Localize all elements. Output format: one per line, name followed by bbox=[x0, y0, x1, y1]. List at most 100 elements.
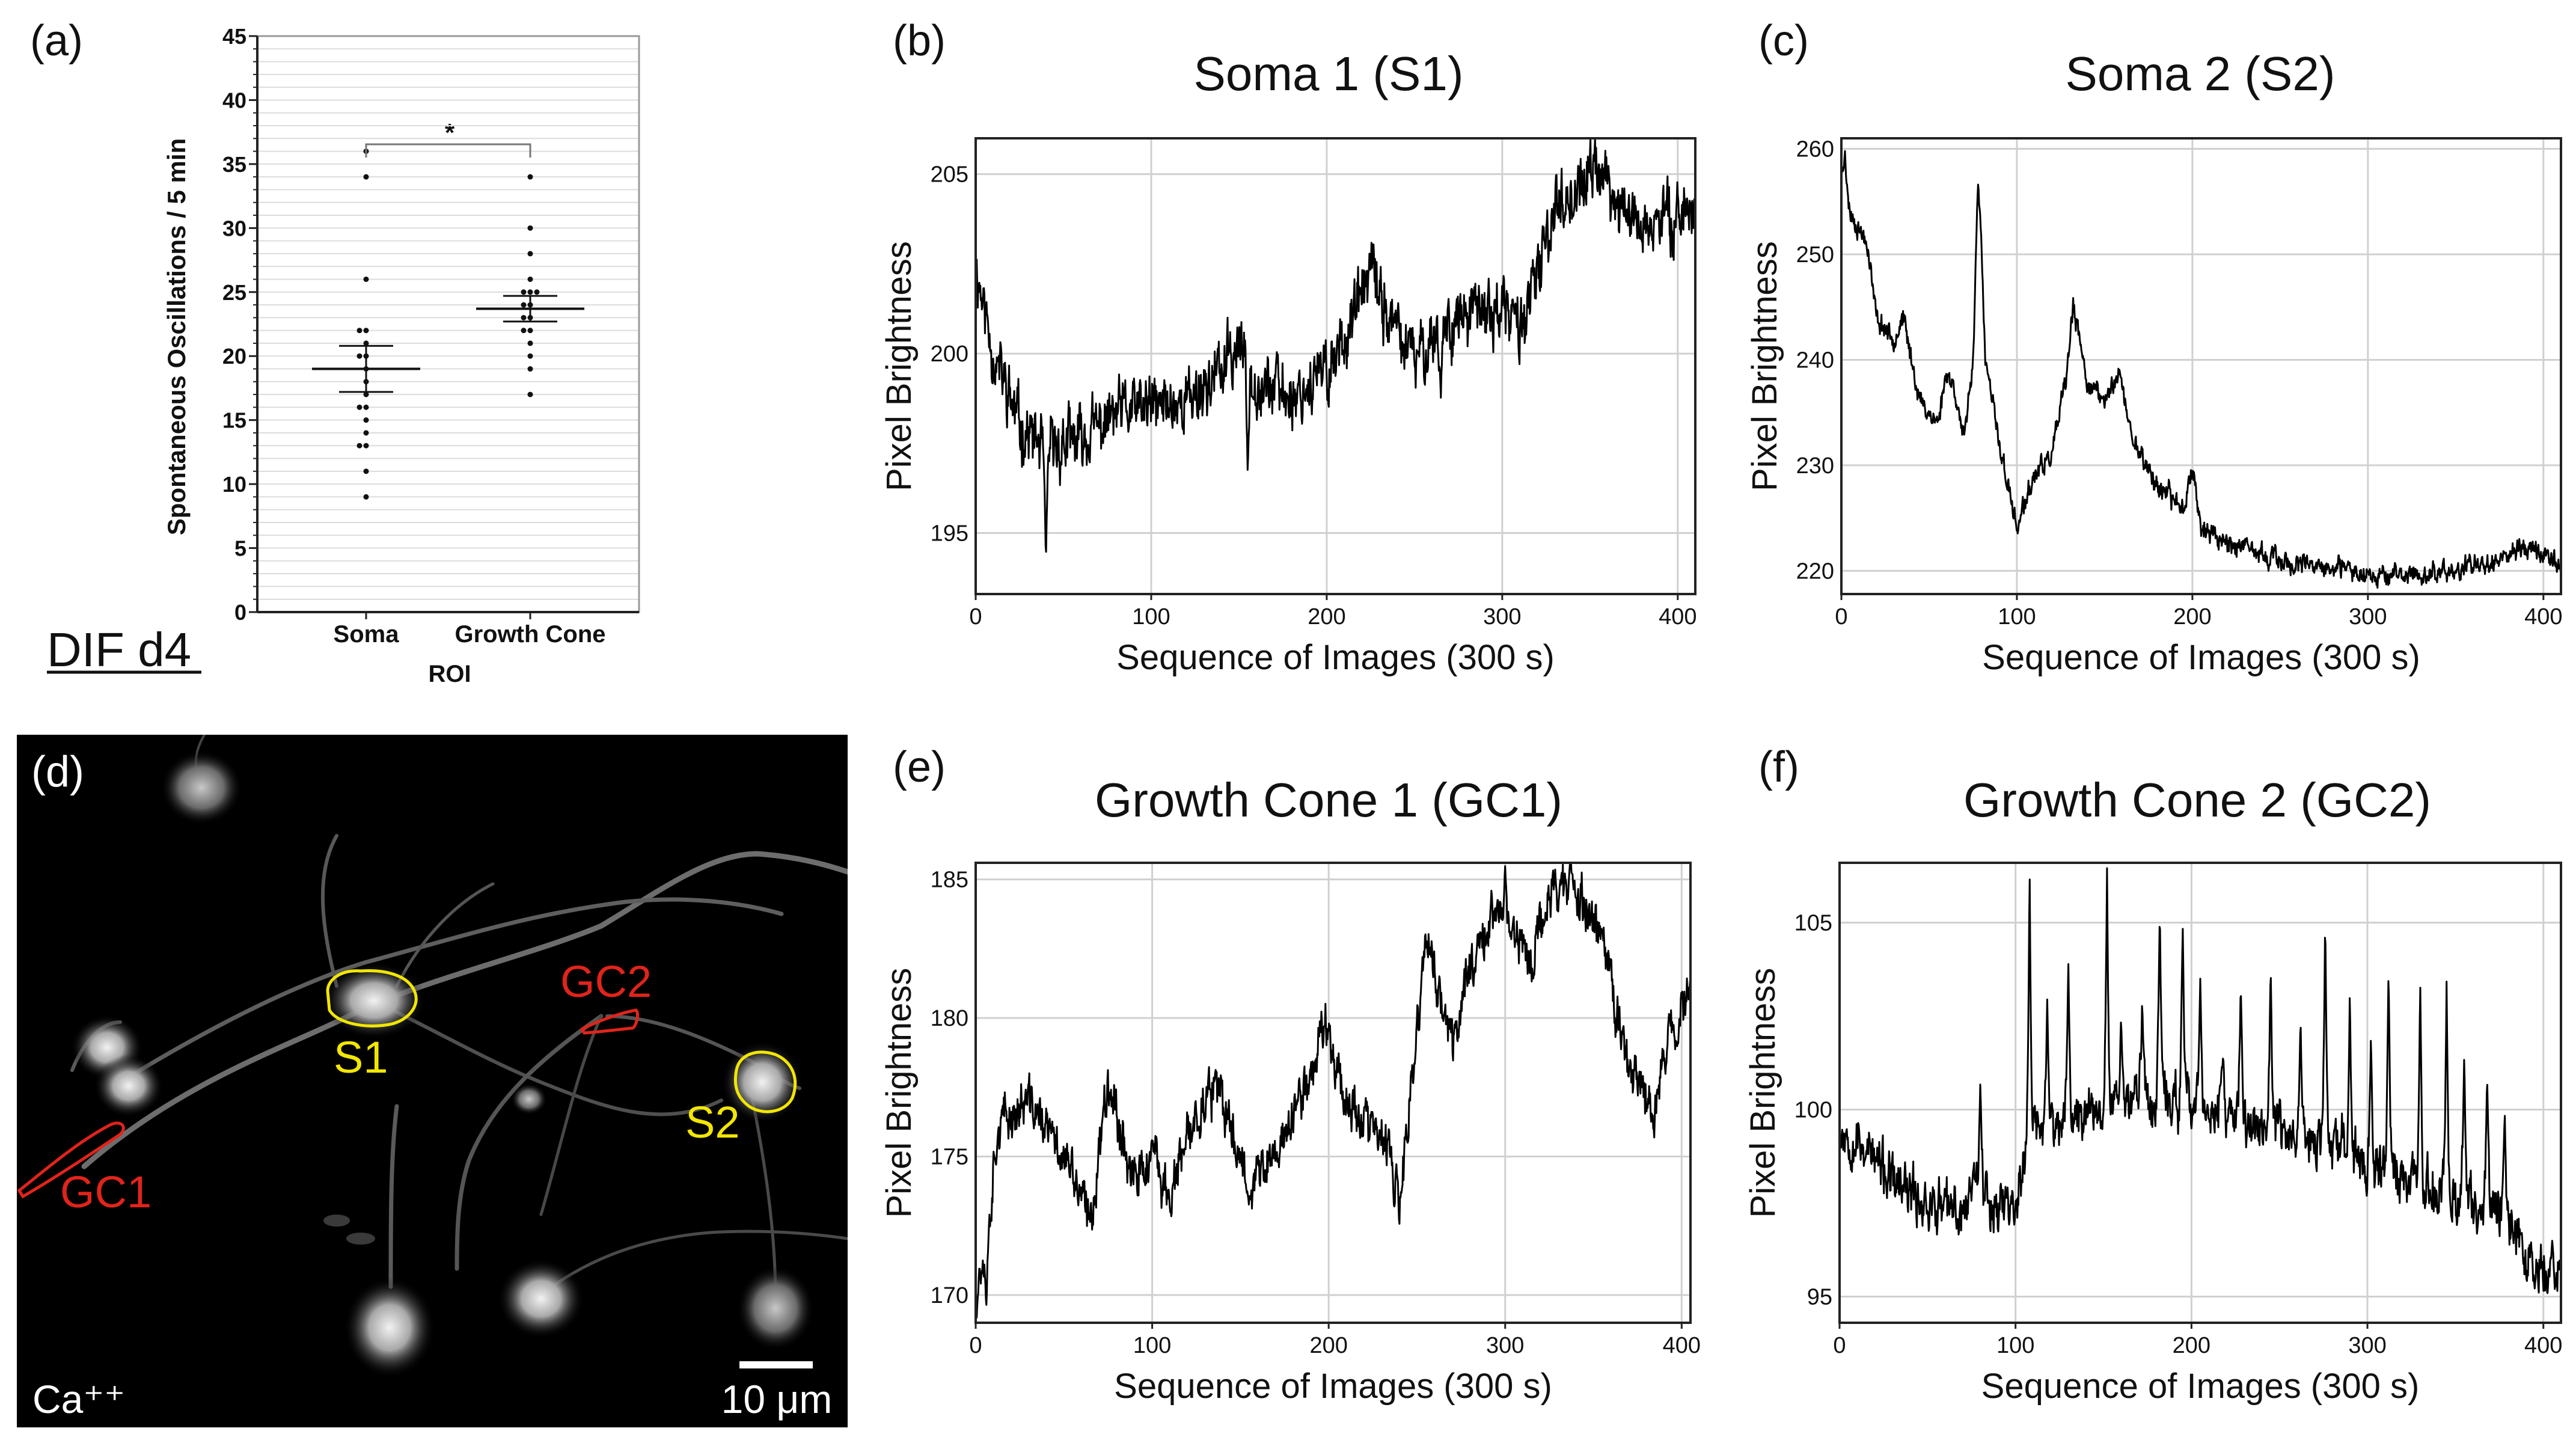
y-axis-label: Pixel Brightness bbox=[880, 241, 919, 491]
data-point bbox=[534, 289, 540, 295]
y-tick-label: 175 bbox=[931, 1144, 968, 1169]
y-tick-label: 170 bbox=[931, 1283, 968, 1308]
data-point bbox=[363, 417, 369, 423]
data-point bbox=[527, 276, 533, 282]
y-tick-label: 20 bbox=[222, 344, 246, 369]
significance-bracket bbox=[365, 143, 531, 158]
x-tick-label: 200 bbox=[1309, 1333, 1347, 1358]
data-point bbox=[521, 328, 527, 334]
y-axis-label-a: Spontaneous Oscillations / 5 min bbox=[162, 138, 191, 535]
panel-a: (a) DIF d4 Spontaneous Oscillations / 5 … bbox=[30, 17, 640, 687]
data-trace bbox=[1840, 150, 2562, 589]
chart-title-b: Soma 1 (S1) bbox=[1193, 47, 1463, 100]
chart-title-f: Growth Cone 2 (GC2) bbox=[1963, 773, 2431, 827]
y-tick-label: 25 bbox=[222, 280, 246, 305]
data-point bbox=[363, 430, 369, 436]
scale-bar-label: 10 μm bbox=[721, 1377, 833, 1421]
data-point bbox=[527, 391, 533, 397]
category-label-soma: Soma bbox=[334, 621, 400, 648]
data-point bbox=[527, 353, 533, 359]
cell-body-s2 bbox=[721, 1041, 803, 1123]
data-point bbox=[363, 340, 369, 346]
x-tick-label: 0 bbox=[969, 1333, 982, 1358]
data-point bbox=[363, 276, 369, 282]
y-tick-label: 5 bbox=[234, 536, 246, 561]
y-tick-label: 105 bbox=[1794, 911, 1832, 936]
data-point bbox=[356, 353, 363, 359]
data-point bbox=[363, 391, 369, 397]
scale-bar bbox=[739, 1361, 813, 1368]
y-tick-label: 35 bbox=[222, 152, 246, 177]
chart-title-e: Growth Cone 1 (GC1) bbox=[1095, 773, 1562, 827]
y-tick-label: 45 bbox=[222, 24, 246, 49]
panel-label-a: (a) bbox=[30, 17, 83, 65]
data-point bbox=[527, 225, 533, 231]
category-label-growth-cone: Growth Cone bbox=[454, 621, 605, 648]
data-point bbox=[527, 366, 533, 372]
cell-body bbox=[94, 1055, 164, 1117]
roi-outline-s1 bbox=[326, 969, 418, 1028]
debris bbox=[323, 1215, 350, 1227]
roi-outline-gc2 bbox=[580, 1008, 639, 1035]
data-point bbox=[527, 328, 533, 334]
y-tick-label: 10 bbox=[222, 472, 246, 497]
data-point bbox=[363, 443, 369, 449]
x-tick-label: 200 bbox=[2173, 604, 2211, 630]
y-tick-label: 200 bbox=[931, 342, 968, 367]
y-axis-label: Pixel Brightness bbox=[880, 968, 919, 1218]
x-axis-label: Sequence of Images (300 s) bbox=[1116, 638, 1555, 677]
y-tick-label: 180 bbox=[931, 1006, 968, 1031]
x-tick-label: 0 bbox=[1835, 604, 1847, 630]
cell-body bbox=[161, 750, 242, 825]
x-tick-label: 100 bbox=[1998, 604, 2036, 630]
data-point bbox=[527, 174, 533, 180]
y-tick-label: 100 bbox=[1794, 1097, 1832, 1123]
data-point bbox=[363, 404, 369, 410]
data-point bbox=[356, 328, 363, 334]
y-tick-label: 240 bbox=[1796, 348, 1834, 373]
data-point bbox=[527, 340, 533, 346]
roi-outline-gc1 bbox=[17, 1121, 125, 1199]
y-tick-label: 260 bbox=[1796, 137, 1834, 162]
plot-frame bbox=[974, 862, 1692, 1324]
panel-e: (e) Growth Cone 1 (GC1) 0 100 200 300 400 170… bbox=[880, 743, 1701, 1406]
y-tick-label: 185 bbox=[931, 868, 968, 893]
y-tick-label: 40 bbox=[222, 88, 246, 112]
data-trace bbox=[974, 137, 1696, 553]
data-point bbox=[363, 328, 369, 334]
y-axis-label: Pixel Brightness bbox=[1745, 241, 1784, 491]
panel-label-b: (b) bbox=[893, 17, 946, 65]
line-chart-growth-cone-2: 0 100 200 300 400 95 100 105 Sequence of Images … bbox=[1743, 862, 2562, 1406]
y-axis-label: Pixel Brightness bbox=[1743, 968, 1782, 1218]
data-point bbox=[363, 174, 369, 180]
data-point bbox=[356, 443, 363, 449]
roi-label-gc1: GC1 bbox=[60, 1167, 151, 1217]
x-tick-label: 400 bbox=[2524, 604, 2562, 630]
x-tick-label: 100 bbox=[1132, 604, 1170, 630]
x-tick-label: 100 bbox=[1996, 1333, 2034, 1358]
panel-label-c: (c) bbox=[1758, 17, 1809, 65]
cell-bodies bbox=[71, 750, 814, 1378]
cell-body bbox=[737, 1266, 814, 1350]
data-point bbox=[521, 289, 527, 295]
plot-frame bbox=[1838, 862, 2562, 1324]
y-tick-label: 95 bbox=[1807, 1284, 1832, 1310]
data-point bbox=[363, 468, 369, 474]
roi-label-s2: S2 bbox=[685, 1097, 740, 1147]
x-tick-label: 0 bbox=[969, 604, 982, 630]
panel-d-micrograph: S1 S2 GC1 GC2 (d) Ca⁺⁺ 10 μm bbox=[17, 735, 848, 1427]
x-tick-label: 100 bbox=[1133, 1333, 1171, 1358]
regions-of-interest bbox=[17, 969, 797, 1199]
y-tick-label: 250 bbox=[1796, 242, 1834, 268]
x-tick-label: 300 bbox=[1483, 604, 1521, 630]
x-axis-label: Sequence of Images (300 s) bbox=[1114, 1367, 1552, 1406]
line-chart-soma-1: 0 100 200 300 400 195 200 205 Sequence of Images… bbox=[880, 137, 1697, 677]
condition-label: DIF d4 bbox=[47, 623, 191, 676]
cell-body bbox=[498, 1259, 584, 1338]
panel-label-d: (d) bbox=[31, 748, 84, 796]
data-point bbox=[521, 314, 527, 320]
data-point bbox=[521, 302, 527, 308]
y-tick-label: 230 bbox=[1796, 453, 1834, 479]
line-chart-soma-2: 0 100 200 300 400 220 230 240 250 260 Sequence of … bbox=[1745, 137, 2563, 677]
x-tick-label: 400 bbox=[1659, 604, 1696, 630]
